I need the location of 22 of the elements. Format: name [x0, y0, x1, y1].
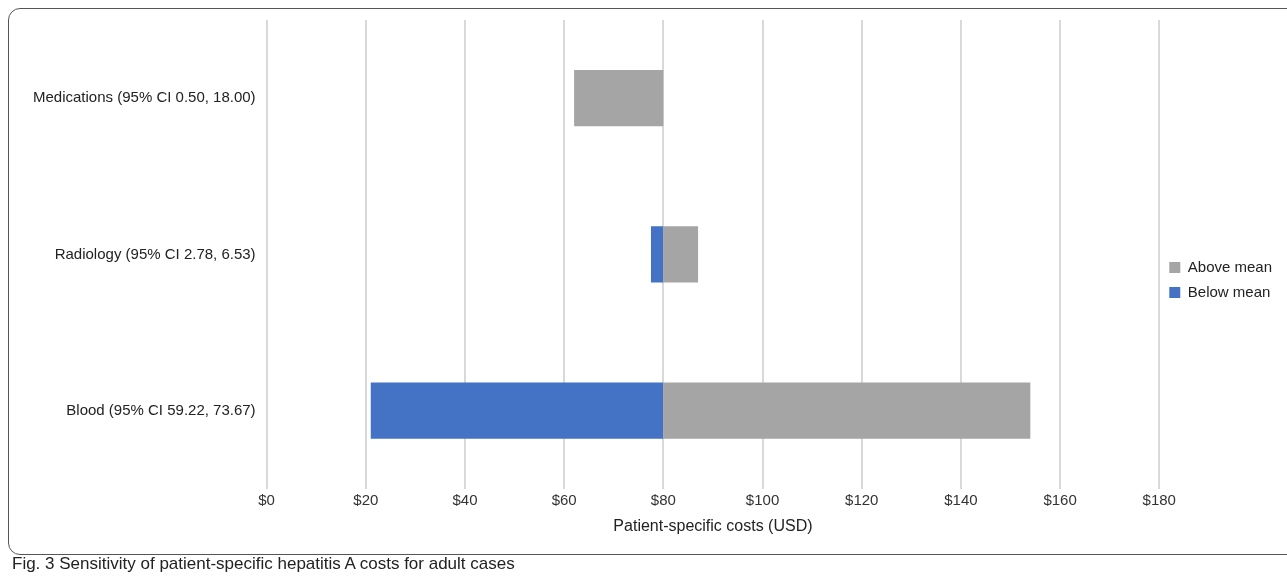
- y-tick-label: Medications (95% CI 0.50, 18.00): [32, 88, 256, 106]
- bar: [370, 382, 664, 439]
- bar: [574, 70, 664, 127]
- x-tick-label: $60: [551, 490, 577, 508]
- x-tick-label: $180: [1142, 490, 1176, 508]
- x-tick-label: $80: [650, 490, 676, 508]
- x-tick-label: $120: [845, 490, 879, 508]
- y-tick-label: Radiology (95% CI 2.78, 6.53): [54, 244, 256, 262]
- x-axis-title: Patient-specific costs (USD): [613, 516, 813, 534]
- bar: [663, 382, 1031, 439]
- y-tick-label: Blood (95% CI 59.22, 73.67): [66, 400, 256, 418]
- legend-label: Above mean: [1187, 257, 1273, 275]
- x-tick-label: $0: [258, 490, 275, 508]
- x-tick-label: $160: [1043, 490, 1077, 508]
- x-tick-label: $40: [452, 490, 478, 508]
- bar: [650, 226, 664, 283]
- x-tick-label: $140: [944, 490, 978, 508]
- legend-label: Below mean: [1187, 282, 1271, 300]
- bar: [663, 226, 699, 283]
- x-tick-label: $20: [353, 490, 379, 508]
- x-tick-label: $100: [745, 490, 780, 508]
- caption: Fig. 3 Sensitivity of patient-specific hepatitis A costs for adult cases: [12, 554, 515, 574]
